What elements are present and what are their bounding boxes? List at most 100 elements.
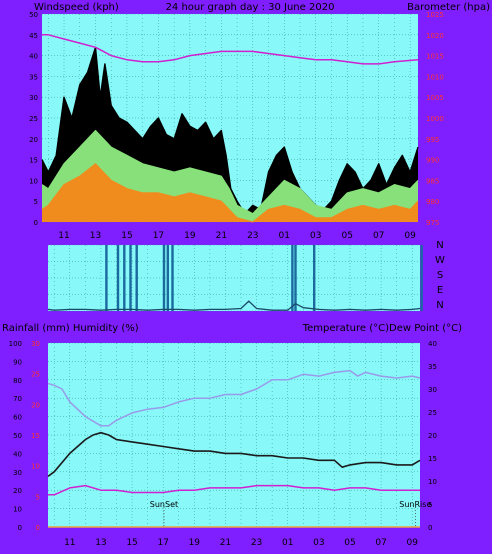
direction-label: E [437, 285, 443, 296]
wind-x-tick: 05 [341, 231, 352, 241]
temperature-y-tick: 5 [428, 501, 432, 509]
lower-header-temperature-label: Temperature (°C)Dew Point (°C) [302, 323, 462, 334]
humidity-y-tick: 30 [13, 469, 22, 477]
rain-y-tick: 15 [31, 432, 40, 440]
header-windspeed-label: Windspeed (kph) [34, 2, 119, 13]
humidity-x-tick: 15 [126, 538, 137, 548]
wind-x-tick: 13 [90, 231, 101, 241]
direction-spike [129, 245, 132, 311]
wind-x-tick: 09 [404, 231, 416, 241]
humidity-x-tick: 13 [95, 538, 106, 548]
humidity-y-tick: 90 [13, 358, 22, 366]
humidity-x-tick: 19 [189, 538, 201, 548]
humidity-x-tick: 03 [313, 538, 324, 548]
rain-y-tick: 0 [36, 524, 40, 532]
humidity-x-tick: 09 [406, 538, 418, 548]
temperature-line [47, 431, 421, 478]
temperature-y-tick: 30 [428, 386, 437, 394]
wind-direction-series [47, 245, 423, 311]
lower-header-rain-humidity-label: Rainfall (mm) Humidity (%) [2, 323, 139, 334]
direction-spike [166, 245, 169, 311]
barometer-y-tick: 990 [426, 157, 439, 165]
wind-average-line [41, 163, 419, 223]
direction-label: W [435, 255, 445, 266]
humidity-y-tick: 40 [13, 450, 22, 458]
humidity-x-tick: 01 [282, 538, 293, 548]
barometer-y-tick: 1010 [426, 73, 444, 81]
humidity-y-tick: 70 [13, 395, 22, 403]
rain-y-tick: 10 [31, 463, 40, 471]
wind-average-line-area [42, 163, 418, 222]
barometer-y-tick: 1020 [426, 32, 444, 40]
humidity-y-tick: 100 [9, 340, 22, 348]
wind-x-tick: 11 [58, 231, 69, 241]
wind-barometer-tick-labels: 0510152025303540455097598098599099510001… [29, 11, 444, 241]
direction-label: N [436, 300, 443, 311]
direction-spike [291, 245, 294, 311]
sun-annotation: SunRise [399, 500, 431, 509]
humidity-x-tick: 11 [64, 538, 75, 548]
direction-trace [47, 300, 421, 311]
humidity-y-tick: 80 [13, 377, 22, 385]
humidity-y-tick: 50 [13, 432, 22, 440]
sun-annotation: SunSet [150, 500, 178, 509]
direction-spike [294, 245, 297, 311]
wind-gust-line [41, 46, 419, 215]
barometer-y-tick: 980 [426, 198, 439, 206]
wind-direction-grid [48, 244, 420, 312]
humidity-x-tick: 21 [220, 538, 231, 548]
wind-y-tick: 15 [29, 157, 38, 165]
wind-x-tick: 07 [373, 231, 384, 241]
temperature-y-tick: 0 [428, 524, 432, 532]
direction-label: S [437, 270, 443, 281]
barometer-y-tick: 1015 [426, 53, 444, 61]
wind-y-tick: 20 [29, 136, 38, 144]
wind-x-tick: 15 [121, 231, 132, 241]
wind-x-tick: 17 [153, 231, 164, 241]
rain-y-tick: 30 [31, 340, 40, 348]
humidity-x-tick: 05 [344, 538, 355, 548]
wind-x-tick: 19 [184, 231, 196, 241]
wind-y-tick: 30 [29, 94, 38, 102]
humidity-y-tick: 60 [13, 414, 22, 422]
direction-spike [105, 245, 108, 311]
dewpoint-line [48, 484, 420, 496]
rain-y-tick: 5 [36, 493, 40, 501]
barometer-y-tick: 1005 [426, 94, 444, 102]
barometer-y-tick: 1000 [426, 115, 444, 123]
barometer-y-tick: 975 [426, 219, 439, 227]
direction-spike [162, 245, 166, 311]
wind-x-tick: 23 [247, 231, 258, 241]
rain-y-tick: 20 [31, 401, 40, 409]
humidity-x-tick: 07 [375, 538, 386, 548]
header-barometer-label: Barometer (hpa) [407, 2, 490, 13]
humidity-temperature-tick-labels: 0102030405060708090100051015202530051015… [9, 340, 437, 548]
wind-y-tick: 35 [29, 73, 38, 81]
rain-y-tick: 25 [31, 371, 40, 379]
temperature-y-tick: 15 [428, 455, 437, 463]
wind-x-tick: 03 [310, 231, 321, 241]
barometer-y-tick: 1025 [426, 11, 444, 19]
barometer-y-tick: 995 [426, 136, 439, 144]
humidity-x-tick: 23 [251, 538, 262, 548]
humidity-x-tick: 17 [157, 538, 168, 548]
direction-spike [313, 245, 316, 311]
humidity-y-tick: 20 [13, 487, 22, 495]
wind-y-tick: 10 [29, 177, 38, 185]
humidity-temperature-series [47, 369, 421, 528]
direction-spike [123, 245, 126, 311]
direction-label: N [436, 240, 443, 251]
wind-y-tick: 5 [34, 198, 38, 206]
humidity-y-tick: 10 [13, 506, 22, 514]
wind-average-high-line [41, 129, 419, 215]
wind-y-tick: 25 [29, 115, 38, 123]
direction-spike [420, 245, 423, 311]
wind-y-tick: 50 [29, 11, 38, 19]
wind-x-tick: 21 [216, 231, 227, 241]
barometer-line [42, 34, 419, 65]
direction-spike [116, 245, 120, 311]
wind-y-tick: 0 [34, 219, 38, 227]
temperature-y-tick: 35 [428, 363, 437, 371]
